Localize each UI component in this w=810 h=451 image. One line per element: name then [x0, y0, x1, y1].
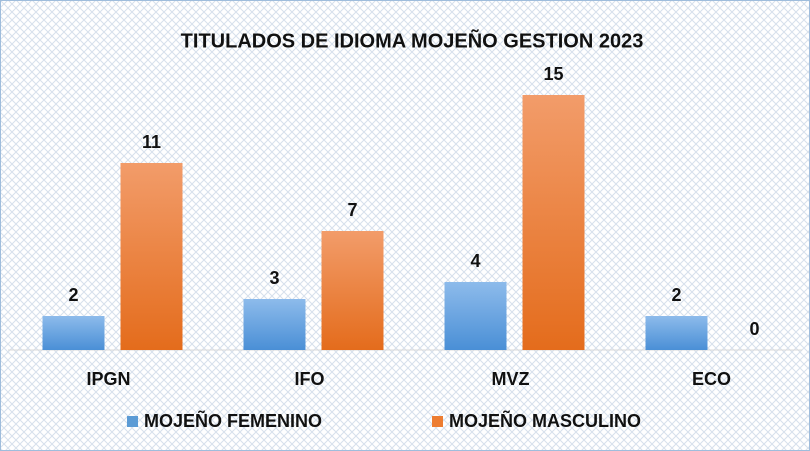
value-label: 2	[68, 285, 78, 305]
legend-swatch	[127, 416, 138, 427]
bar	[522, 95, 585, 350]
bar	[42, 316, 105, 350]
bar	[444, 282, 507, 350]
value-label: 7	[347, 200, 357, 220]
value-label: 11	[142, 132, 161, 152]
x-tick-label: IFO	[295, 369, 325, 389]
value-label: 4	[470, 251, 480, 271]
chart-title: TITULADOS DE IDIOMA MOJEÑO GESTION 2023	[181, 29, 644, 52]
x-tick-label: MVZ	[492, 369, 530, 389]
bar	[321, 231, 384, 350]
value-label: 15	[543, 64, 563, 84]
x-tick-label: IPGN	[86, 369, 130, 389]
bar	[243, 299, 306, 350]
bar	[645, 316, 708, 350]
value-label: 0	[749, 319, 759, 339]
x-tick-label: ECO	[692, 369, 731, 389]
value-label: 2	[671, 285, 681, 305]
legend-label: MOJEÑO FEMENINO	[144, 410, 322, 431]
legend-label: MOJEÑO MASCULINO	[449, 410, 641, 431]
bar	[120, 163, 183, 350]
value-label: 3	[269, 268, 279, 288]
legend-swatch	[432, 416, 443, 427]
